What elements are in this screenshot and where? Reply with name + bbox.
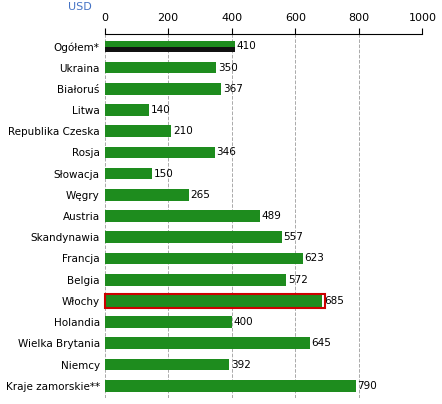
Text: 350: 350 xyxy=(218,63,237,73)
Bar xyxy=(105,168,152,179)
Bar xyxy=(105,40,235,52)
Text: 685: 685 xyxy=(324,296,344,306)
Bar xyxy=(105,337,309,349)
Bar xyxy=(105,380,356,391)
Text: 790: 790 xyxy=(358,381,377,391)
Text: 400: 400 xyxy=(234,317,253,327)
Bar xyxy=(105,316,232,328)
Bar xyxy=(105,231,282,243)
Text: 410: 410 xyxy=(237,41,256,51)
Text: 392: 392 xyxy=(231,360,251,370)
Text: 557: 557 xyxy=(283,232,303,242)
Bar xyxy=(105,83,221,95)
Text: 210: 210 xyxy=(173,126,193,136)
Bar xyxy=(105,125,171,137)
Text: 572: 572 xyxy=(288,275,308,285)
Text: 645: 645 xyxy=(312,338,332,348)
Text: 489: 489 xyxy=(262,211,282,221)
Bar xyxy=(105,252,303,264)
Bar xyxy=(105,210,260,222)
Bar xyxy=(105,189,189,201)
Bar xyxy=(105,294,325,308)
Bar xyxy=(105,359,229,370)
Bar xyxy=(105,274,286,286)
Bar xyxy=(105,295,322,307)
Text: 150: 150 xyxy=(154,168,174,179)
Text: 623: 623 xyxy=(305,253,324,263)
Bar xyxy=(105,104,149,116)
Bar xyxy=(105,147,214,158)
Bar xyxy=(105,62,216,74)
Text: 140: 140 xyxy=(151,105,171,115)
Text: 346: 346 xyxy=(217,147,236,158)
Bar xyxy=(105,41,235,48)
Text: 367: 367 xyxy=(223,84,243,94)
Text: 265: 265 xyxy=(191,190,210,200)
Text: USD: USD xyxy=(68,2,92,13)
